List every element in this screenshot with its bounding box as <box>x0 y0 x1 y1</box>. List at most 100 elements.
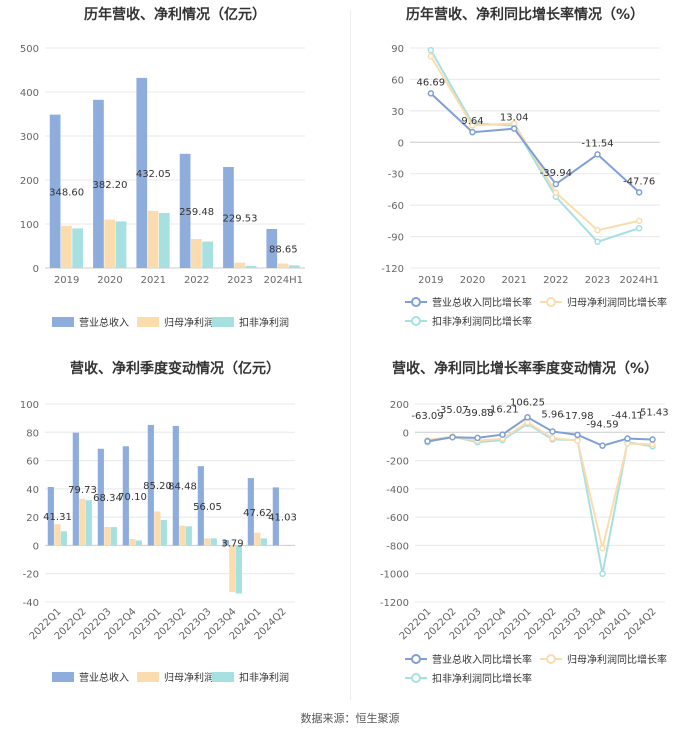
data-point <box>599 570 606 577</box>
data-label: 41.03 <box>268 512 297 523</box>
y-tick-label: -30 <box>388 170 404 181</box>
x-tick-label: 2020 <box>97 275 122 286</box>
data-label: 88.65 <box>269 244 298 255</box>
data-label: 5.96 <box>541 409 563 420</box>
data-label: 348.60 <box>49 187 84 198</box>
bar <box>147 210 159 268</box>
data-label: 85.20 <box>143 481 172 492</box>
legend-label: 归母净利润同比增长率 <box>567 296 667 309</box>
bar <box>61 225 72 268</box>
bar <box>172 425 179 546</box>
y-tick-label: -600 <box>386 513 409 524</box>
data-label: -11.54 <box>581 138 613 149</box>
x-tick-label: 2019 <box>418 275 443 286</box>
data-point <box>635 189 643 196</box>
bar <box>160 519 167 546</box>
bar <box>277 263 289 268</box>
x-tick-label: 2024H1 <box>619 275 658 286</box>
bar <box>279 545 286 546</box>
bar <box>247 478 254 546</box>
bar <box>288 265 300 268</box>
legend-swatch <box>137 672 159 682</box>
bar <box>147 424 154 546</box>
data-point <box>427 90 435 97</box>
bar <box>191 238 202 268</box>
bar <box>272 487 279 546</box>
data-point <box>469 122 476 129</box>
y-tick-label: 400 <box>20 88 39 99</box>
x-tick-label: 2022 <box>543 275 568 286</box>
bar <box>266 228 278 268</box>
y-tick-label: 60 <box>391 75 404 86</box>
legend-swatch <box>212 672 234 682</box>
y-tick-label: 0 <box>33 541 39 552</box>
legend-label: 归母净利润同比增长率 <box>567 653 667 666</box>
data-point <box>635 217 643 225</box>
y-tick-label: 0 <box>398 138 404 149</box>
series-line <box>430 92 640 194</box>
series-line <box>427 416 653 447</box>
legend-label: 归母净利润 <box>164 671 214 684</box>
bar <box>49 114 61 268</box>
bar <box>60 531 67 546</box>
y-tick-label: 0 <box>403 428 409 439</box>
data-label: -51.43 <box>636 408 668 419</box>
legend-swatch <box>137 317 159 327</box>
bar <box>115 221 127 268</box>
data-point <box>427 46 435 54</box>
data-label: -44.11 <box>611 411 643 422</box>
legend-swatch <box>52 672 74 682</box>
legend-swatch-marker <box>546 297 556 307</box>
bar <box>104 219 116 268</box>
data-label: 3.79 <box>221 539 243 550</box>
bar <box>222 540 229 546</box>
data-label: 84.48 <box>168 482 197 493</box>
y-tick-label: -90 <box>388 233 404 244</box>
y-tick-label: 200 <box>390 400 409 411</box>
bar <box>72 432 79 546</box>
x-tick-label: 2024H1 <box>264 275 303 286</box>
y-tick-label: 0 <box>33 264 39 275</box>
y-tick-label: -1200 <box>380 598 409 609</box>
y-tick-label: 90 <box>391 44 404 55</box>
legend-label: 营业总收入 <box>79 316 129 329</box>
data-label: 9.64 <box>461 116 483 127</box>
data-label: -63.09 <box>411 411 443 422</box>
y-tick-label: 40 <box>26 485 39 496</box>
quarterly-growth-rate-chart: -1200-1000-800-600-400-20002002022Q12022… <box>380 397 669 685</box>
data-point <box>552 180 560 188</box>
data-point <box>469 128 476 136</box>
bar <box>135 540 142 546</box>
series-line <box>427 422 653 574</box>
y-tick-label: 100 <box>20 400 39 411</box>
bar <box>260 538 267 546</box>
data-point <box>474 434 481 442</box>
data-label: 56.05 <box>193 502 222 513</box>
legend-swatch <box>212 317 234 327</box>
annual-revenue-profit-chart: 0 100 200 300 400 500 2019 2020 2021 2022 2023 2024… <box>20 44 305 329</box>
bar <box>245 265 257 268</box>
data-label: 70.10 <box>118 492 147 503</box>
bar <box>254 532 261 546</box>
bar <box>110 527 117 546</box>
bar <box>204 538 211 546</box>
annual-growth-rate-panel: 历年营收、净利同比增长率情况（%） -120 -90 -60 -30 0 30 60 90 20… <box>350 0 700 345</box>
data-point <box>599 442 606 449</box>
data-label: 382.20 <box>93 180 128 191</box>
data-label: -39.88 <box>461 408 493 419</box>
bar <box>104 527 111 546</box>
y-tick-label: -1000 <box>380 570 409 581</box>
data-label: 79.73 <box>68 485 97 496</box>
bar <box>210 538 217 546</box>
x-tick-label: 2020 <box>460 275 485 286</box>
y-tick-label: -400 <box>386 485 409 496</box>
y-tick-label: -800 <box>386 541 409 552</box>
bar <box>129 539 136 546</box>
bar <box>97 448 104 546</box>
bar <box>54 524 61 546</box>
bar <box>154 511 161 546</box>
y-tick-label: 300 <box>20 132 39 143</box>
x-tick-label: 2023 <box>585 275 610 286</box>
y-tick-label: 30 <box>391 107 404 118</box>
panel-title: 营收、净利同比增长率季度变动情况（%） <box>391 361 659 377</box>
